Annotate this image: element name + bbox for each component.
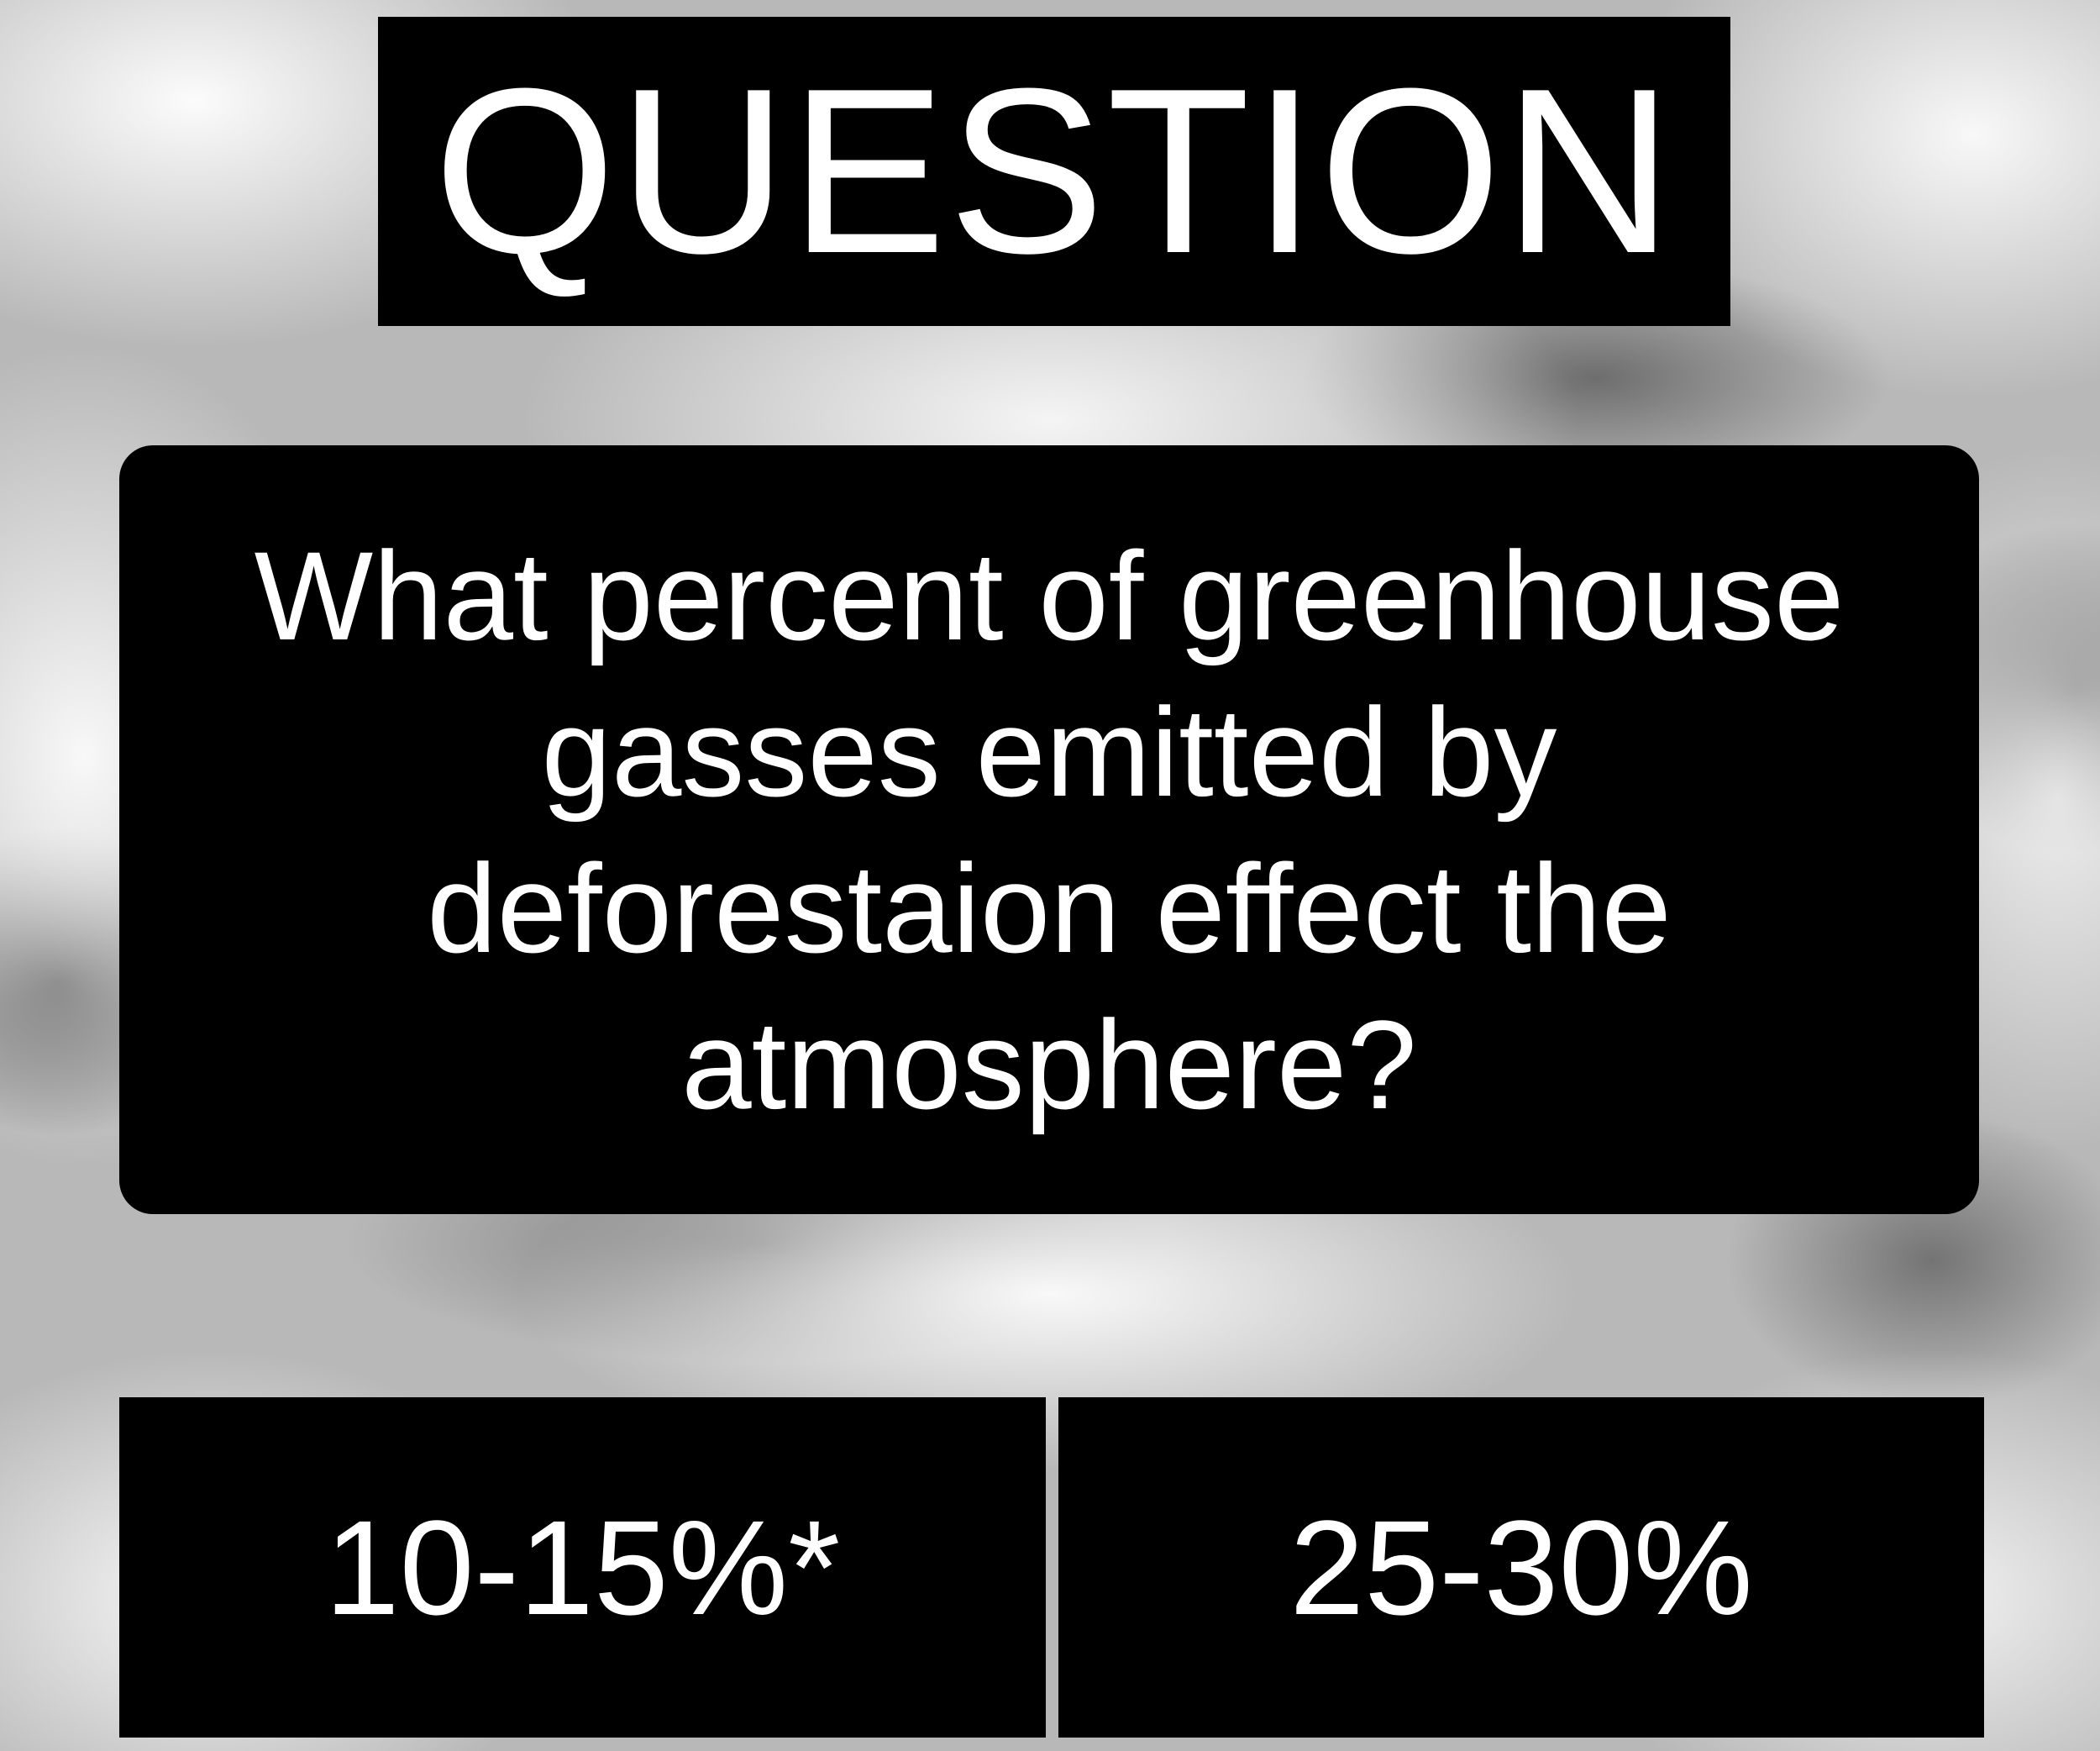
page-title: QUESTION bbox=[433, 40, 1676, 302]
question-text: What percent of greenhouse gasses emitte… bbox=[254, 524, 1845, 1135]
answer-option-a[interactable]: 10-15%* bbox=[119, 1397, 1046, 1738]
answer-option-b-label: 25-30% bbox=[1289, 1491, 1753, 1643]
question-card: What percent of greenhouse gasses emitte… bbox=[119, 445, 1979, 1214]
title-banner: QUESTION bbox=[378, 17, 1730, 326]
answer-option-b[interactable]: 25-30% bbox=[1058, 1397, 1984, 1738]
answer-option-a-label: 10-15%* bbox=[324, 1491, 841, 1643]
